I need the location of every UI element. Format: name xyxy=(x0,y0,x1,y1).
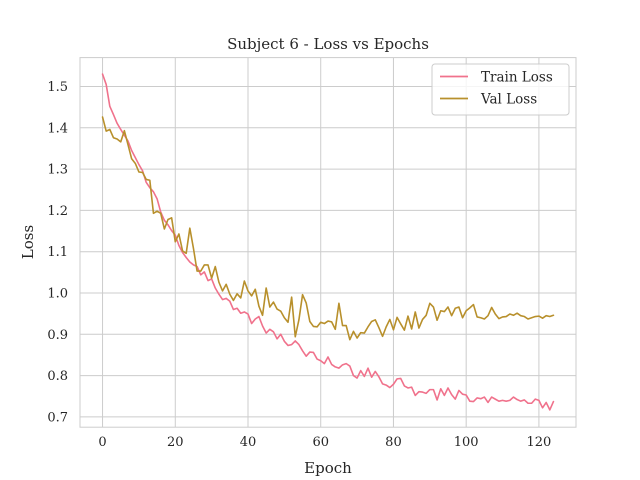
y-tick-label: 1.4 xyxy=(47,121,68,136)
y-tick-label: 1.0 xyxy=(47,286,68,301)
y-tick-label: 0.8 xyxy=(47,369,68,384)
y-tick-label: 1.1 xyxy=(47,245,68,260)
x-tick-label: 100 xyxy=(454,435,479,450)
y-tick-label: 1.5 xyxy=(47,80,68,95)
tick-labels: 0 20 40 60 80 100 120 0.7 0.8 0.9 1.0 1.1 1.2 1.3 1.4 1… xyxy=(47,80,551,450)
x-tick-label: 120 xyxy=(526,435,551,450)
plot-frame xyxy=(79,57,577,428)
y-tick-label: 1.2 xyxy=(47,204,68,219)
val-loss-line xyxy=(101,116,555,341)
y-axis-label: Loss xyxy=(19,225,37,259)
x-tick-label: 20 xyxy=(167,435,184,450)
x-tick-label: 60 xyxy=(312,435,329,450)
x-tick-label: 40 xyxy=(240,435,257,450)
chart-title: Subject 6 - Loss vs Epochs xyxy=(227,35,429,53)
x-axis-label: Epoch xyxy=(304,459,352,477)
legend: Train Loss Val Loss xyxy=(431,63,570,116)
plot-area xyxy=(80,57,576,428)
x-tick-label: 0 xyxy=(98,435,106,450)
y-tick-label: 0.9 xyxy=(47,328,68,343)
series-layer xyxy=(101,73,555,411)
y-tick-label: 0.7 xyxy=(47,410,68,425)
x-tick-label: 80 xyxy=(385,435,402,450)
y-tick-label: 1.3 xyxy=(47,163,68,178)
legend-train-label: Train Loss xyxy=(481,70,553,86)
train-loss-line xyxy=(101,73,555,411)
legend-val-label: Val Loss xyxy=(480,92,537,108)
